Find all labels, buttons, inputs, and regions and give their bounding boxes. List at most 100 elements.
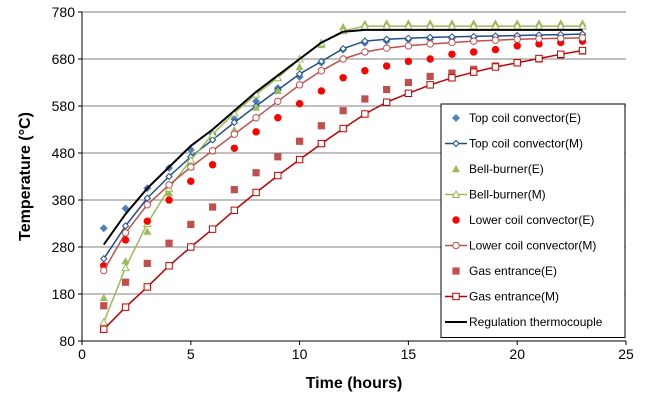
data-point [317, 67, 326, 75]
x-tick-label: 5 [187, 346, 195, 362]
data-point [230, 186, 238, 194]
data-point [361, 95, 369, 103]
series-4 [100, 37, 587, 270]
data-point [99, 317, 109, 326]
data-point [513, 35, 521, 43]
data-point [187, 220, 195, 229]
data-point [361, 48, 369, 56]
data-point [339, 74, 347, 82]
legend-box [440, 103, 626, 338]
data-point [361, 110, 369, 118]
data-point [165, 239, 173, 247]
data-point [557, 34, 565, 43]
data-point [274, 153, 282, 161]
data-point [491, 45, 500, 54]
legend-label: Gas entrance(M) [469, 290, 559, 304]
data-point [165, 181, 173, 189]
x-tick-label: 10 [292, 346, 308, 362]
y-tick-label: 280 [52, 239, 76, 255]
data-point [448, 38, 456, 47]
data-point [121, 236, 130, 244]
legend-entry: Gas entrance(E) [452, 264, 557, 278]
data-point [230, 206, 239, 215]
series-7 [100, 46, 587, 333]
legend-label: Top coil convector(M) [469, 137, 583, 151]
data-point [165, 262, 173, 270]
data-point [208, 161, 217, 169]
data-point [295, 99, 304, 108]
data-point [187, 177, 195, 185]
x-tick-label: 20 [509, 346, 525, 362]
legend-entry: Gas entrance(M) [445, 290, 559, 304]
data-point [230, 144, 239, 152]
legend-swatch-marker [452, 114, 460, 122]
legend-swatch-marker [452, 216, 460, 224]
data-point [295, 62, 304, 71]
data-point [404, 57, 413, 66]
data-point [361, 67, 369, 75]
data-point [404, 42, 413, 50]
data-point [295, 81, 304, 89]
legend-label: Lower coil convector(M) [469, 239, 596, 253]
data-point [317, 57, 326, 66]
data-point [121, 222, 130, 230]
data-point [557, 50, 565, 58]
y-tick-label: 80 [59, 333, 75, 349]
data-point [99, 293, 108, 301]
data-point [448, 74, 456, 82]
data-point [404, 89, 413, 98]
data-point [339, 44, 347, 53]
data-point [491, 63, 500, 71]
data-point [317, 122, 325, 130]
data-point [513, 59, 521, 67]
data-point [208, 146, 217, 155]
data-point [208, 136, 217, 144]
data-point [208, 129, 217, 138]
y-tick-label: 180 [52, 286, 76, 302]
axes [78, 11, 627, 345]
data-point [382, 62, 391, 70]
data-point [382, 35, 391, 43]
x-tick-label: 25 [618, 346, 634, 362]
data-point [165, 196, 173, 204]
data-point [99, 224, 108, 233]
data-point [143, 217, 151, 225]
data-point [121, 278, 130, 286]
data-point [426, 40, 434, 48]
legend-swatch-marker [452, 267, 460, 275]
legend-label: Top coil convector(E) [469, 111, 581, 125]
data-point [121, 229, 130, 237]
data-point [469, 68, 478, 76]
data-point [513, 42, 521, 50]
data-point [382, 44, 391, 52]
data-point [252, 114, 260, 122]
tick-labels: 80 180 280 380 480 580 680 780 0 5 10 15 20 25 [52, 4, 634, 362]
legend-entry: Regulation thermocouple [445, 315, 603, 329]
legend: Top coil convector(E) Top coil convector(… [440, 103, 626, 338]
series-8 [102, 28, 583, 246]
data-point [252, 97, 261, 106]
data-point [535, 35, 543, 43]
y-axis-title: Temperature (°C) [17, 112, 34, 241]
data-point [274, 97, 282, 106]
data-point [295, 155, 304, 164]
data-point [317, 139, 326, 148]
x-axis-title: Time (hours) [306, 375, 403, 392]
y-tick-label: 380 [52, 192, 76, 208]
data-point [295, 70, 304, 78]
y-tick-label: 580 [52, 98, 76, 114]
data-point [208, 203, 217, 211]
data-point [274, 114, 282, 122]
x-tick-label: 15 [401, 346, 417, 362]
data-point [100, 266, 108, 275]
legend-swatch-marker [452, 241, 460, 250]
data-point [230, 130, 239, 138]
series-line [102, 28, 583, 246]
data-point [382, 98, 391, 106]
data-point [469, 37, 478, 45]
data-point [448, 50, 456, 58]
legend-swatch-marker [452, 139, 460, 148]
data-point [143, 283, 151, 291]
data-point [274, 171, 282, 180]
